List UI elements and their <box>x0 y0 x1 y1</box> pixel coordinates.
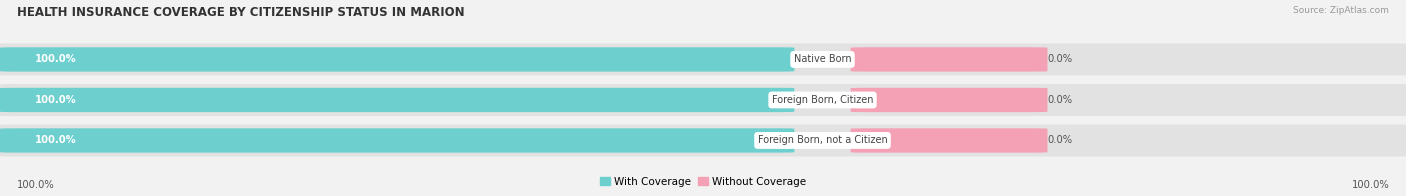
Text: 0.0%: 0.0% <box>1047 135 1073 145</box>
FancyBboxPatch shape <box>0 44 1406 75</box>
FancyBboxPatch shape <box>0 88 794 112</box>
Text: 100.0%: 100.0% <box>35 95 77 105</box>
Text: 100.0%: 100.0% <box>35 54 77 64</box>
Text: Native Born: Native Born <box>794 54 851 64</box>
FancyBboxPatch shape <box>0 124 1406 156</box>
Text: 0.0%: 0.0% <box>1047 95 1073 105</box>
FancyBboxPatch shape <box>851 47 1047 72</box>
FancyBboxPatch shape <box>851 128 1047 153</box>
FancyBboxPatch shape <box>851 88 1047 112</box>
Text: Foreign Born, Citizen: Foreign Born, Citizen <box>772 95 873 105</box>
Text: 100.0%: 100.0% <box>17 180 55 190</box>
FancyBboxPatch shape <box>0 84 1406 116</box>
FancyBboxPatch shape <box>0 128 794 153</box>
Text: Source: ZipAtlas.com: Source: ZipAtlas.com <box>1294 6 1389 15</box>
Legend: With Coverage, Without Coverage: With Coverage, Without Coverage <box>596 172 810 191</box>
Text: Foreign Born, not a Citizen: Foreign Born, not a Citizen <box>758 135 887 145</box>
Text: HEALTH INSURANCE COVERAGE BY CITIZENSHIP STATUS IN MARION: HEALTH INSURANCE COVERAGE BY CITIZENSHIP… <box>17 6 464 19</box>
Text: 100.0%: 100.0% <box>1351 180 1389 190</box>
Text: 100.0%: 100.0% <box>35 135 77 145</box>
FancyBboxPatch shape <box>0 47 794 72</box>
Text: 0.0%: 0.0% <box>1047 54 1073 64</box>
